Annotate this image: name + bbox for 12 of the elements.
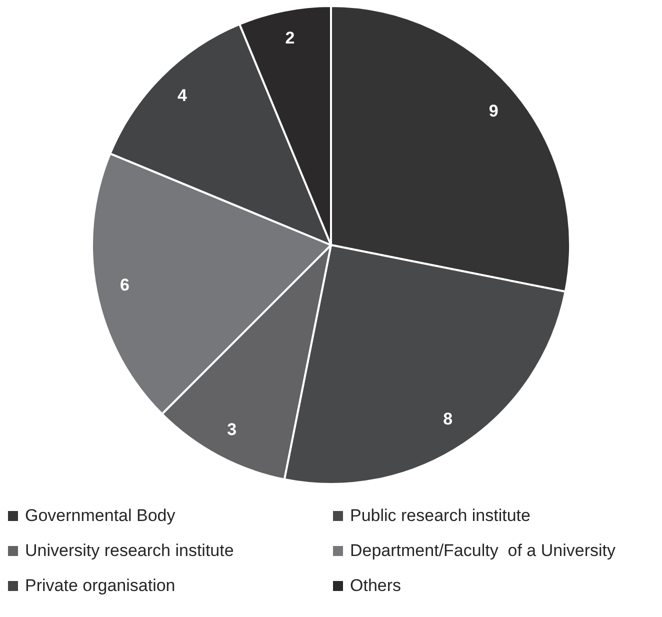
legend-label: University research institute — [25, 541, 234, 561]
data-label: 4 — [178, 86, 188, 105]
data-label: 2 — [285, 28, 295, 48]
legend-label: Department/Faculty of a University — [350, 541, 616, 561]
legend-label: Private organisation — [25, 576, 176, 596]
data-label: 8 — [443, 410, 453, 429]
legend-label: Others — [350, 576, 402, 596]
data-label: 9 — [488, 101, 498, 120]
data-label: 3 — [227, 420, 237, 440]
legend-label: Public research institute — [350, 506, 530, 526]
legend-label: Governmental Body — [25, 506, 176, 526]
data-label: 6 — [120, 276, 130, 295]
